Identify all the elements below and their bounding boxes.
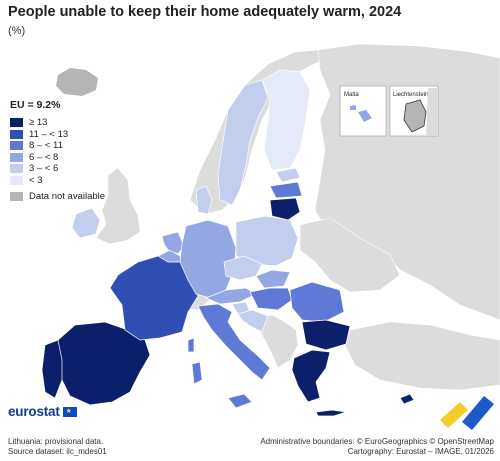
legend-item: 8 – < 11 <box>10 140 105 152</box>
logo-text: eurostat <box>8 404 60 419</box>
country-greece <box>291 349 331 403</box>
country-romania <box>289 281 345 323</box>
legend-item: < 3 <box>10 175 105 187</box>
eurostat-logo: eurostat ★ <box>8 404 77 419</box>
country-netherlands <box>161 231 185 255</box>
country-lithuania <box>269 197 301 221</box>
legend-item-no-data: Data not available <box>10 191 105 203</box>
country-spain <box>55 321 151 406</box>
legend-label: 3 – < 6 <box>29 163 59 175</box>
legend-item: 3 – < 6 <box>10 163 105 175</box>
map-subtitle: (%) <box>8 25 26 37</box>
eu-flag-icon: ★ <box>62 406 77 417</box>
footnote-right: Administrative boundaries: © EuroGeograp… <box>260 437 494 457</box>
country-ireland <box>71 207 101 239</box>
legend-swatch <box>10 141 23 151</box>
legend-swatch <box>10 152 23 162</box>
country-crete <box>315 409 347 417</box>
country-denmark <box>195 185 213 215</box>
corner-accent-graphic <box>440 396 494 430</box>
country-cyprus <box>399 393 415 405</box>
legend-swatch <box>10 129 23 139</box>
country-turkey <box>344 321 500 391</box>
legend-label: ≥ 13 <box>29 117 48 129</box>
footnote-left: Lithuania: provisional data. Source data… <box>8 437 107 457</box>
legend-swatch <box>10 175 23 185</box>
map-title: People unable to keep their home adequat… <box>8 4 402 20</box>
country-uk <box>95 167 141 245</box>
legend-label: Data not available <box>29 191 106 203</box>
note-provisional: Lithuania: provisional data. <box>8 437 104 446</box>
legend-swatch <box>10 118 23 128</box>
legend-item: ≥ 13 <box>10 117 105 129</box>
eu-average-label: EU = 9.2% <box>10 99 61 111</box>
country-malta <box>358 110 372 122</box>
country-hungary <box>249 287 293 311</box>
source-dataset: Source dataset: ilc_mdes01 <box>8 447 107 456</box>
country-norway <box>189 49 329 215</box>
country-balkans <box>254 314 299 369</box>
country-slovakia <box>255 269 291 289</box>
map-legend: ≥ 13 11 – < 13 8 – < 11 6 – < 8 3 – < 6 … <box>10 117 105 203</box>
cartography-credit: Cartography: Eurostat – IMAGE, 01/2026 <box>347 447 494 456</box>
country-gozo <box>350 105 356 110</box>
inset-label-malta: Malta <box>344 92 359 98</box>
legend-item: 11 – < 13 <box>10 129 105 141</box>
country-portugal <box>41 339 63 399</box>
europe-choropleth-map: Malta Liechtenstein <box>41 43 500 430</box>
legend-label: 8 – < 11 <box>29 140 63 152</box>
country-ukraine <box>299 217 401 293</box>
inset-liechtenstein: Liechtenstein <box>389 85 439 137</box>
country-finland <box>261 69 311 171</box>
country-estonia <box>275 167 301 183</box>
country-sicily <box>227 393 253 409</box>
legend-swatch <box>10 164 23 174</box>
country-corsica <box>187 337 195 353</box>
legend-swatch <box>10 192 23 202</box>
country-sweden <box>217 79 269 206</box>
boundaries-credit: Administrative boundaries: © EuroGeograp… <box>260 437 494 446</box>
legend-label: 6 – < 8 <box>29 151 59 163</box>
country-croatia <box>237 309 269 333</box>
country-iceland <box>56 68 98 96</box>
country-latvia <box>269 181 303 199</box>
inset-malta: Malta <box>339 85 387 137</box>
legend-label: 11 – < 13 <box>29 128 69 140</box>
country-bulgaria <box>301 319 351 351</box>
country-italy <box>197 303 271 381</box>
inset-label-liechtenstein: Liechtenstein <box>393 92 428 98</box>
legend-label: < 3 <box>29 174 43 186</box>
legend-item: 6 – < 8 <box>10 152 105 164</box>
country-liechtenstein <box>403 99 427 133</box>
country-sardinia <box>191 361 203 385</box>
